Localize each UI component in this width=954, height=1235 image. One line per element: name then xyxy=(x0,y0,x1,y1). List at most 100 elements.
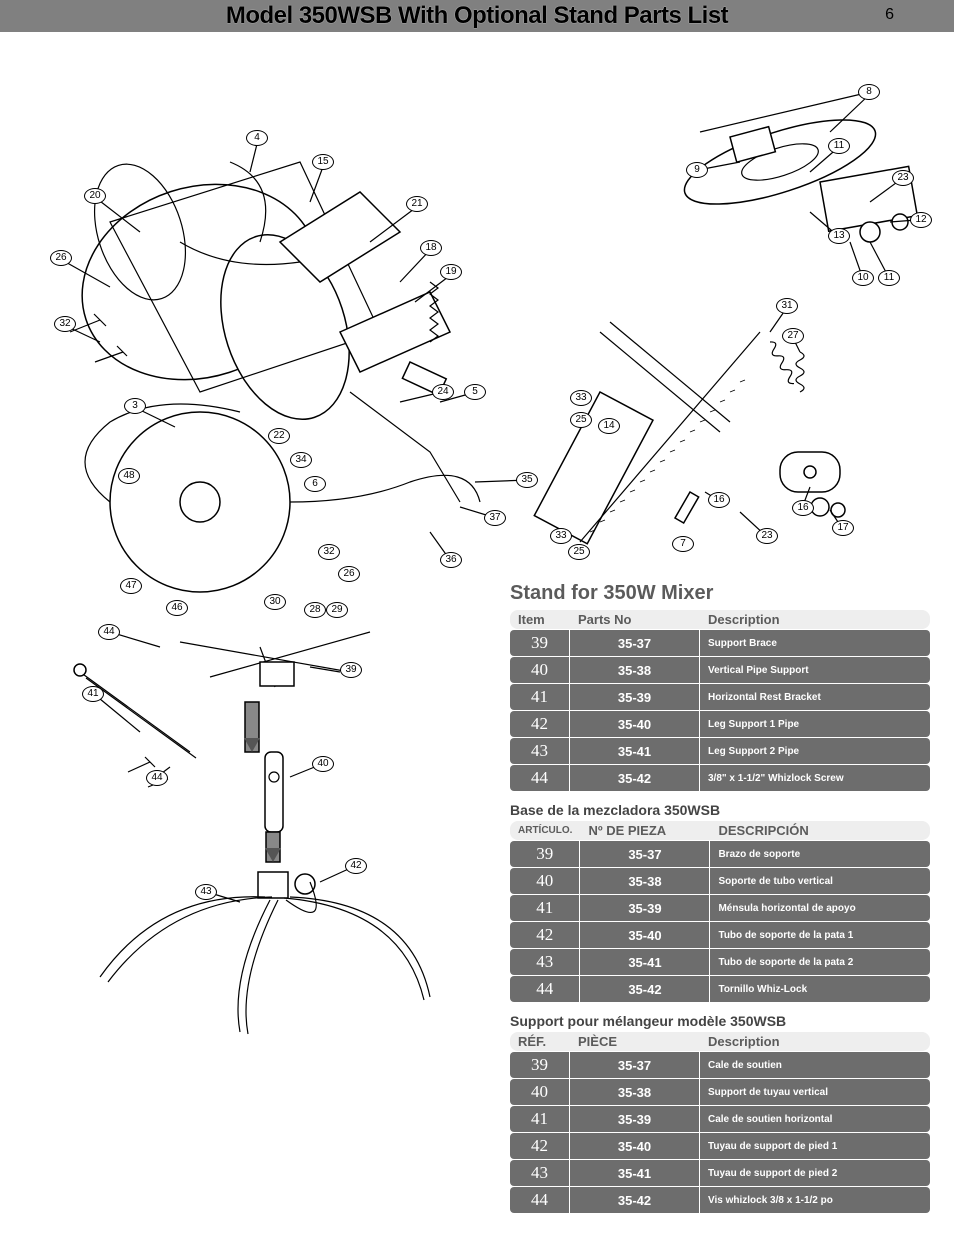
th-partsno: Nº DE PIEZA xyxy=(580,821,710,840)
callout-48: 48 xyxy=(118,468,140,484)
callout-24: 24 xyxy=(432,384,454,400)
cell-desc: Vertical Pipe Support xyxy=(700,657,930,683)
cell-desc: Ménsula horizontal de apoyo xyxy=(710,895,930,921)
th-desc: DESCRIPCIÓN xyxy=(710,821,930,840)
cell-item: 39 xyxy=(510,841,580,867)
cell-item: 42 xyxy=(510,922,580,948)
cell-desc: Horizontal Rest Bracket xyxy=(700,684,930,710)
cell-desc: Tubo de soporte de la pata 2 xyxy=(710,949,930,975)
table-title-fr: Support pour mélangeur modèle 350WSB xyxy=(510,1013,930,1029)
callout-16: 16 xyxy=(708,492,730,508)
cell-partno: 35-37 xyxy=(580,841,710,867)
cell-partno: 35-42 xyxy=(570,765,700,791)
callout-21: 21 xyxy=(406,196,428,212)
cell-item: 40 xyxy=(510,1079,570,1105)
callout-32: 32 xyxy=(54,316,76,332)
callout-11: 11 xyxy=(828,138,850,154)
cell-desc: Tuyau de support de pied 2 xyxy=(700,1160,930,1186)
callout-19: 19 xyxy=(440,264,462,280)
table-row: 4135-39Ménsula horizontal de apoyo xyxy=(510,895,930,921)
cell-partno: 35-39 xyxy=(570,1106,700,1132)
cell-item: 41 xyxy=(510,684,570,710)
cell-partno: 35-42 xyxy=(570,1187,700,1213)
callout-9: 9 xyxy=(686,162,708,178)
cell-item: 42 xyxy=(510,1133,570,1159)
callout-41: 41 xyxy=(82,686,104,702)
th-item: RÉF. xyxy=(510,1032,570,1051)
cell-item: 41 xyxy=(510,895,580,921)
cell-item: 43 xyxy=(510,738,570,764)
callout-18: 18 xyxy=(420,240,442,256)
callout-17: 17 xyxy=(832,520,854,536)
cell-item: 39 xyxy=(510,630,570,656)
callout-13: 13 xyxy=(828,228,850,244)
table-row: 4035-38Soporte de tubo vertical xyxy=(510,868,930,894)
callout-40: 40 xyxy=(312,756,334,772)
table-row: 4435-42Vis whizlock 3/8 x 1-1/2 po xyxy=(510,1187,930,1213)
cell-partno: 35-40 xyxy=(580,922,710,948)
parts-table-en: Item Parts No Description 3935-37Support… xyxy=(510,609,930,792)
cell-item: 39 xyxy=(510,1052,570,1078)
content: 4152021261819323245223448635373226364746… xyxy=(0,32,954,1214)
cell-item: 44 xyxy=(510,1187,570,1213)
cell-partno: 35-39 xyxy=(580,895,710,921)
callout-6: 6 xyxy=(304,476,326,492)
cell-partno: 35-41 xyxy=(570,1160,700,1186)
callout-44: 44 xyxy=(146,770,168,786)
cell-item: 43 xyxy=(510,949,580,975)
page-title: Model 350WSB With Optional Stand Parts L… xyxy=(226,2,728,30)
cell-desc: Leg Support 1 Pipe xyxy=(700,711,930,737)
cell-desc: Tubo de soporte de la pata 1 xyxy=(710,922,930,948)
table-row: 4135-39Horizontal Rest Bracket xyxy=(510,684,930,710)
stand-exploded-diagram: 44394144404243 xyxy=(10,582,500,1192)
cell-desc: Tuyau de support de pied 1 xyxy=(700,1133,930,1159)
cell-partno: 35-38 xyxy=(570,1079,700,1105)
callout-39: 39 xyxy=(340,662,362,678)
callout-5: 5 xyxy=(464,384,486,400)
callout-4: 4 xyxy=(246,130,268,146)
page-number: 6 xyxy=(885,6,894,24)
cell-desc: Vis whizlock 3/8 x 1-1/2 po xyxy=(700,1187,930,1213)
callout-31: 31 xyxy=(776,298,798,314)
cell-desc: Cale de soutien xyxy=(700,1052,930,1078)
parts-table-es: ARTÍCULO. Nº DE PIEZA DESCRIPCIÓN 3935-3… xyxy=(510,820,930,1003)
cell-partno: 35-41 xyxy=(580,949,710,975)
cell-partno: 35-38 xyxy=(570,657,700,683)
cell-desc: Cale de soutien horizontal xyxy=(700,1106,930,1132)
table-title-es: Base de la mezcladora 350WSB xyxy=(510,802,930,818)
cell-item: 40 xyxy=(510,657,570,683)
main-exploded-diagram: 4152021261819323245223448635373226364746… xyxy=(0,32,954,582)
callout-23: 23 xyxy=(892,170,914,186)
main-diagram-svg xyxy=(0,32,954,612)
table-row: 4035-38Support de tuyau vertical xyxy=(510,1079,930,1105)
cell-desc: Brazo de soporte xyxy=(710,841,930,867)
table-row: 4235-40Tubo de soporte de la pata 1 xyxy=(510,922,930,948)
cell-partno: 35-37 xyxy=(570,1052,700,1078)
cell-partno: 35-40 xyxy=(570,711,700,737)
callout-26: 26 xyxy=(50,250,72,266)
cell-item: 43 xyxy=(510,1160,570,1186)
th-item: ARTÍCULO. xyxy=(510,821,580,840)
th-desc: Description xyxy=(700,610,930,629)
cell-desc: 3/8" x 1-1/2" Whizlock Screw xyxy=(700,765,930,791)
cell-partno: 35-38 xyxy=(580,868,710,894)
cell-desc: Tornillo Whiz-Lock xyxy=(710,976,930,1002)
callout-11: 11 xyxy=(878,270,900,286)
parts-table-fr: RÉF. PIÈCE Description 3935-37Cale de so… xyxy=(510,1031,930,1214)
table-row: 4335-41Tubo de soporte de la pata 2 xyxy=(510,949,930,975)
callout-10: 10 xyxy=(852,270,874,286)
th-partsno: PIÈCE xyxy=(570,1032,700,1051)
cell-item: 41 xyxy=(510,1106,570,1132)
cell-partno: 35-42 xyxy=(580,976,710,1002)
callout-20: 20 xyxy=(84,188,106,204)
table-row: 4235-40Leg Support 1 Pipe xyxy=(510,711,930,737)
callout-36: 36 xyxy=(440,552,462,568)
table-row: 4435-423/8" x 1-1/2" Whizlock Screw xyxy=(510,765,930,791)
table-row: 4335-41Leg Support 2 Pipe xyxy=(510,738,930,764)
cell-partno: 35-37 xyxy=(570,630,700,656)
cell-item: 40 xyxy=(510,868,580,894)
callout-25: 25 xyxy=(570,412,592,428)
table-row: 4135-39Cale de soutien horizontal xyxy=(510,1106,930,1132)
callout-42: 42 xyxy=(345,858,367,874)
cell-partno: 35-39 xyxy=(570,684,700,710)
